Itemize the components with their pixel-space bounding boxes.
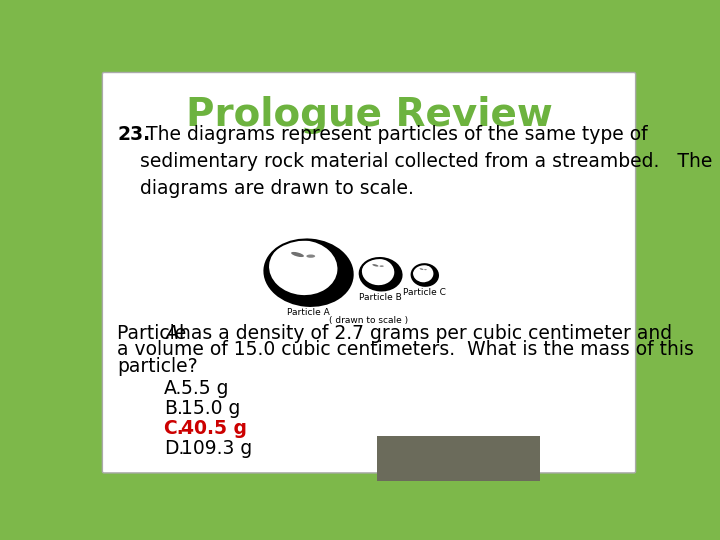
Text: a volume of 15.0 cubic centimeters.  What is the mass of this: a volume of 15.0 cubic centimeters. What… [117, 340, 694, 360]
Text: particle?: particle? [117, 357, 198, 376]
Text: has a density of 2.7 grams per cubic centimeter and: has a density of 2.7 grams per cubic cen… [173, 323, 672, 342]
Ellipse shape [362, 259, 395, 285]
Text: 15.0 g: 15.0 g [181, 399, 240, 418]
Text: A: A [166, 323, 179, 342]
Text: 23.: 23. [117, 125, 150, 144]
Ellipse shape [360, 258, 402, 291]
Ellipse shape [424, 269, 427, 270]
Text: B.: B. [163, 399, 182, 418]
Ellipse shape [264, 240, 353, 306]
Text: D.: D. [163, 439, 184, 458]
FancyBboxPatch shape [377, 436, 539, 481]
Ellipse shape [372, 264, 379, 267]
Text: Particle B: Particle B [359, 293, 402, 302]
Text: Particle A: Particle A [287, 308, 330, 317]
Ellipse shape [412, 264, 438, 286]
Ellipse shape [420, 268, 423, 270]
Text: Particle: Particle [117, 323, 192, 342]
Ellipse shape [306, 254, 315, 258]
Text: Particle C: Particle C [403, 288, 446, 297]
Text: 109.3 g: 109.3 g [181, 439, 253, 458]
Text: Prologue Review: Prologue Review [186, 96, 552, 133]
Text: 40.5 g: 40.5 g [181, 419, 248, 438]
Ellipse shape [269, 240, 338, 295]
Text: The diagrams represent particles of the same type of
sedimentary rock material c: The diagrams represent particles of the … [140, 125, 713, 198]
Ellipse shape [291, 252, 304, 257]
Ellipse shape [413, 265, 433, 282]
Text: A.: A. [163, 379, 182, 398]
Text: 5.5 g: 5.5 g [181, 379, 229, 398]
FancyBboxPatch shape [102, 72, 636, 473]
Ellipse shape [379, 265, 384, 267]
Text: ( drawn to scale ): ( drawn to scale ) [330, 316, 408, 325]
Text: C.: C. [163, 419, 184, 438]
